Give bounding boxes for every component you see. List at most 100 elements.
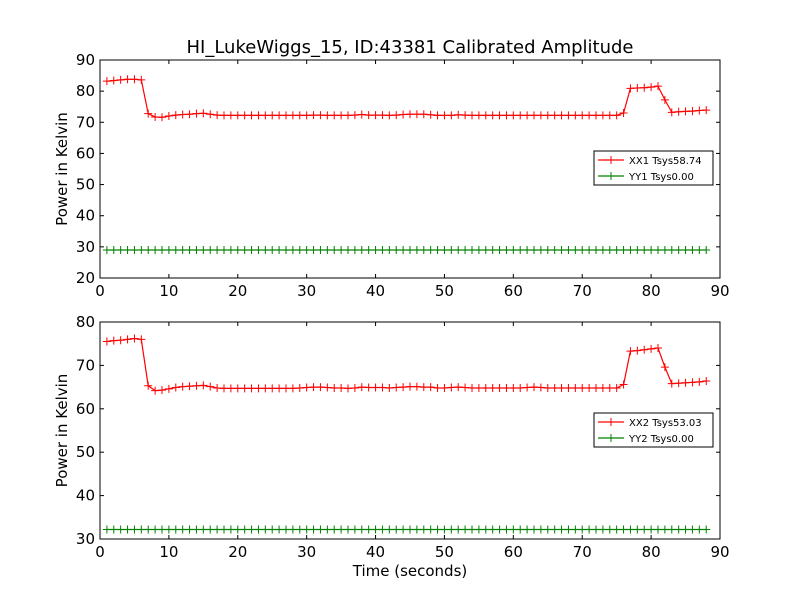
data-point [344,111,352,120]
data-point [137,335,146,344]
data-point [495,245,504,254]
data-point [364,245,373,254]
data-point [488,383,497,392]
data-point [123,245,132,254]
data-point [564,383,573,392]
data-point [633,525,642,534]
data-point [571,383,580,392]
data-point [288,384,297,393]
data-point [226,525,235,534]
x-tick-label: 80 [642,543,661,561]
data-point [619,108,628,117]
data-point [530,111,538,120]
legend-label: XX2 Tsys53.03 [629,418,702,429]
data-point [695,377,704,386]
data-point [433,525,442,534]
data-point [419,110,428,119]
data-point [406,382,414,391]
data-point [378,383,387,392]
data-point [647,245,656,254]
y-tick-label: 90 [76,51,95,69]
data-point [302,383,311,392]
data-point [261,111,270,120]
data-point [502,383,511,392]
x-tick-label: 0 [95,282,105,300]
data-point [598,111,607,120]
legend-marker [607,418,615,426]
data-point [130,525,139,534]
data-point [454,245,463,254]
data-point [454,525,463,534]
data-point [192,245,201,254]
data-point [419,245,428,254]
data-point [619,380,628,389]
data-point [357,110,366,119]
data-point [509,525,518,534]
x-tick-label: 20 [228,543,247,561]
data-point [309,525,318,534]
data-point [123,525,132,534]
data-point [378,245,387,254]
data-point [164,112,173,121]
data-point [282,384,290,393]
data-point [102,337,111,346]
data-point [647,83,656,92]
data-point [137,75,146,84]
data-point [109,245,118,254]
data-point [633,346,642,355]
data-point [309,111,318,120]
data-point [654,344,662,353]
data-point [626,245,635,254]
data-point [536,525,545,534]
data-point [247,525,256,534]
data-point [213,245,222,254]
data-point [247,111,256,120]
data-point [192,525,201,534]
y-tick-label: 40 [76,207,95,225]
data-point [185,110,194,119]
x-tick-label: 60 [504,282,523,300]
data-point [109,336,118,345]
data-point [357,245,366,254]
data-point [502,245,511,254]
data-point [337,525,346,534]
data-point [344,525,352,534]
data-point [344,245,352,254]
top-plot: 0 10 20 30 40 50 60 70 80 90 20 30 40 50 60 70 80 90 Power… [53,51,730,300]
data-point [226,111,235,120]
data-point [626,84,635,93]
data-point [378,111,387,120]
data-point [309,383,318,392]
data-point [199,381,208,390]
data-point [123,335,132,344]
data-point [240,525,249,534]
data-point [681,245,690,254]
data-point [495,111,504,120]
data-point [612,383,621,392]
legend: XX2 Tsys53.03 YY2 Tsys0.00 [593,412,714,448]
legend-box [593,412,714,448]
data-point [123,75,132,84]
data-point [116,75,125,84]
legend-marker [607,172,615,180]
data-point [171,525,180,534]
data-point [282,111,290,120]
data-point [702,525,711,534]
data-point [468,245,476,254]
data-point [151,112,160,121]
data-point [323,525,332,534]
data-point [412,525,421,534]
data-point [116,336,125,345]
data-point [674,245,683,254]
data-point [213,525,222,534]
plot-frame [99,321,721,540]
data-point [523,245,532,254]
x-tick-label: 10 [159,282,178,300]
data-point [288,111,297,120]
data-point [406,245,414,254]
data-point [220,111,228,120]
y-tick-label: 20 [76,269,95,287]
legend-marker [607,434,615,442]
data-point [295,111,304,120]
data-point [523,383,532,392]
